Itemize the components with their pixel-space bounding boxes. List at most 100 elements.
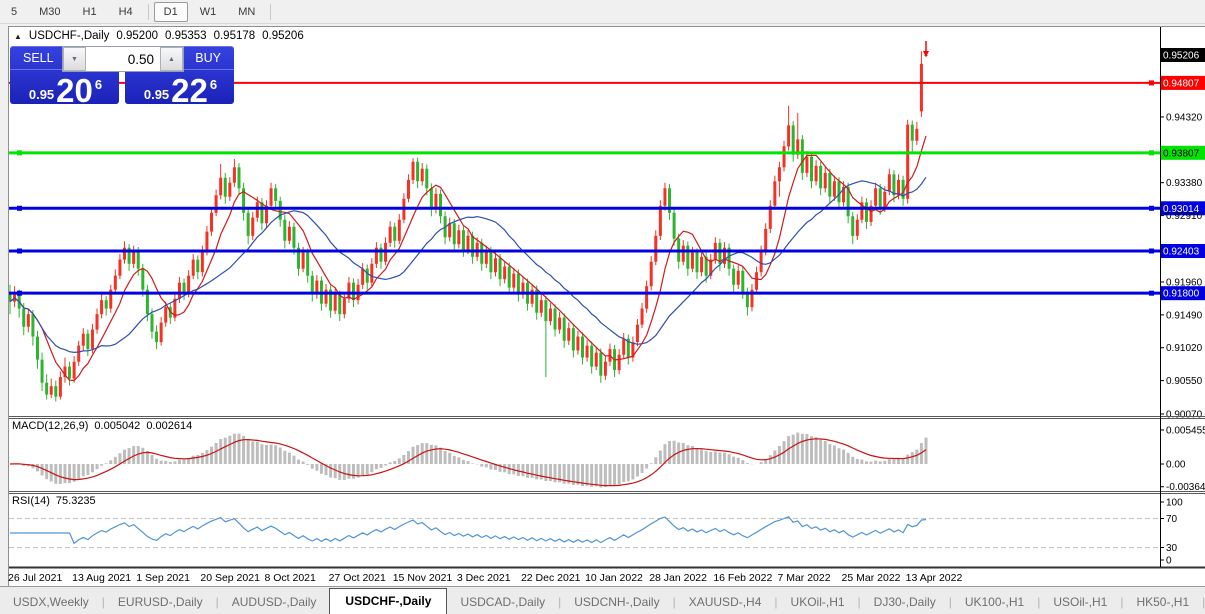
pane-borders: [8, 26, 1205, 586]
timeframe-M30[interactable]: M30: [39, 5, 61, 18]
horizontal-line-objects: 0.94807 0.93807 0.93014 0.92403 0.91800: [9, 75, 1205, 301]
volume-increase-button[interactable]: ▲: [160, 47, 183, 71]
volume-spinner: ▼ 0.50 ▲: [62, 46, 184, 72]
svg-text:0.92910: 0.92910: [1166, 211, 1203, 222]
rsi-label: RSI(14): [12, 495, 50, 507]
chart-title-row: ▲ USDCHF-,Daily 0.95200 0.95353 0.95178 …: [14, 30, 304, 42]
buy-label: BUY: [195, 50, 221, 65]
svg-text:25 Mar 2022: 25 Mar 2022: [842, 572, 901, 584]
tab-hk50-h1[interactable]: HK50-,H1: [1136, 595, 1190, 609]
svg-text:8 Oct 2021: 8 Oct 2021: [264, 572, 316, 584]
svg-text:7 Mar 2022: 7 Mar 2022: [777, 572, 830, 584]
rsi-indicator: 100 70 30 0: [9, 498, 1183, 567]
svg-text:0.91020: 0.91020: [1166, 343, 1203, 354]
tab-separator: |: [1202, 595, 1205, 609]
svg-text:0.91490: 0.91490: [1166, 310, 1203, 321]
tab-usdcad-daily[interactable]: USDCAD-,Daily: [460, 595, 546, 609]
ohlc-high: 0.95353: [165, 30, 207, 42]
sell-price-fraction: 6: [94, 77, 103, 92]
svg-text:0.93014: 0.93014: [1163, 204, 1200, 215]
macd-value-main: 0.005042: [94, 420, 141, 432]
svg-text:3 Dec 2021: 3 Dec 2021: [457, 572, 511, 584]
tab-usdchf-daily[interactable]: USDCHF-,Daily: [329, 588, 448, 614]
tab-usoil-h1[interactable]: USOil-,H1: [1053, 595, 1108, 609]
tab-separator: |: [101, 595, 105, 609]
tab-xauusd-h4[interactable]: XAUUSD-,H4: [688, 595, 762, 609]
svg-text:16 Feb 2022: 16 Feb 2022: [713, 572, 772, 584]
volume-input[interactable]: 0.50: [127, 51, 154, 67]
rsi-label-row: RSI(14) 75.3235: [12, 495, 96, 507]
tab-separator: |: [215, 595, 219, 609]
svg-text:0.00: 0.00: [1166, 460, 1186, 471]
svg-text:100: 100: [1166, 498, 1183, 509]
timeframe-H1[interactable]: H1: [82, 5, 97, 18]
collapse-panel-icon[interactable]: ▲: [14, 31, 22, 41]
date-axis: 26 Jul 2021 13 Aug 2021 1 Sep 2021 20 Sep 2…: [8, 572, 962, 584]
tab-uk100-h1[interactable]: UK100-,H1: [964, 595, 1025, 609]
chart-symbol-label: USDCHF-,Daily: [28, 30, 110, 42]
svg-text:30: 30: [1166, 543, 1178, 554]
svg-text:0.91800: 0.91800: [1163, 289, 1200, 300]
moving-average-lines: [9, 135, 927, 382]
buy-price-pips: 22: [171, 72, 208, 109]
sell-price-pips: 20: [56, 72, 93, 109]
buy-price-big-figure: 0.95: [143, 87, 170, 102]
ohlc-low: 0.95178: [213, 30, 256, 42]
rsi-value: 75.3235: [55, 495, 96, 507]
svg-text:0.90550: 0.90550: [1166, 376, 1203, 387]
chart-background: [8, 26, 1205, 586]
chevron-down-icon: ▼: [71, 55, 78, 63]
sell-arrow-icon: [923, 41, 929, 57]
timeframe-5[interactable]: 5: [11, 5, 18, 18]
macd-label-row: MACD(12,26,9) 0.005042 0.002614: [12, 420, 192, 432]
svg-text:0.90070: 0.90070: [1166, 410, 1203, 421]
macd-indicator: 0.005455 0.00 -0.003645: [9, 425, 1205, 493]
svg-text:0.93807: 0.93807: [1163, 148, 1200, 159]
tab-separator: |: [1120, 595, 1124, 609]
toolbar-separator: [270, 3, 272, 20]
ohlc-open: 0.95200: [116, 30, 158, 42]
svg-text:0.92403: 0.92403: [1163, 247, 1200, 258]
tab-eurusd-daily[interactable]: EURUSD-,Daily: [117, 595, 203, 609]
timeframe-H4[interactable]: H4: [118, 5, 133, 18]
macd-label: MACD(12,26,9): [12, 420, 89, 432]
macd-value-signal: 0.002614: [146, 420, 193, 432]
timeframe-MN[interactable]: MN: [238, 5, 256, 18]
svg-text:27 Oct 2021: 27 Oct 2021: [329, 572, 386, 584]
svg-text:0.005455: 0.005455: [1166, 425, 1205, 436]
tab-ukoil-h1[interactable]: UKOil-,H1: [790, 595, 845, 609]
sell-price-big-figure: 0.95: [28, 87, 55, 102]
buy-price: 0.95 22 6: [125, 70, 234, 107]
svg-text:0.94320: 0.94320: [1166, 112, 1203, 123]
tab-usdx-weekly[interactable]: USDX,Weekly: [13, 595, 89, 609]
toolbar-separator: [147, 3, 149, 20]
sell-price: 0.95 20 6: [10, 70, 119, 107]
tab-usdcnh-daily[interactable]: USDCNH-,Daily: [574, 595, 660, 609]
svg-text:1 Sep 2021: 1 Sep 2021: [136, 572, 190, 584]
svg-text:13 Apr 2022: 13 Apr 2022: [906, 572, 963, 584]
tab-separator: |: [948, 595, 952, 609]
chart-tabs-bar: USDX,Weekly | EURUSD-,Daily | AUDUSD-,Daily U…: [0, 586, 1205, 614]
svg-text:28 Jan 2022: 28 Jan 2022: [649, 572, 707, 584]
tab-separator: |: [672, 595, 676, 609]
svg-text:0.93380: 0.93380: [1166, 178, 1203, 189]
buy-price-fraction: 6: [209, 77, 218, 92]
tab-separator: |: [857, 595, 861, 609]
timeframe-D1[interactable]: D1: [153, 1, 188, 22]
svg-text:10 Jan 2022: 10 Jan 2022: [585, 572, 643, 584]
svg-text:0.95206: 0.95206: [1163, 51, 1200, 62]
tab-separator: |: [1037, 595, 1041, 609]
svg-text:-0.003645: -0.003645: [1166, 482, 1205, 493]
sell-label: SELL: [23, 50, 54, 65]
tab-dj30-daily[interactable]: DJ30-,Daily: [873, 595, 936, 609]
svg-text:15 Nov 2021: 15 Nov 2021: [393, 572, 453, 584]
current-price-badge: 0.95206: [1160, 48, 1205, 62]
svg-text:22 Dec 2021: 22 Dec 2021: [521, 572, 581, 584]
chart-canvas[interactable]: 0.948070.938070.930140.924030.918000.952…: [8, 26, 1205, 586]
svg-text:0.94807: 0.94807: [1163, 78, 1200, 89]
volume-decrease-button[interactable]: ▼: [63, 47, 86, 71]
timeframe-W1[interactable]: W1: [199, 5, 217, 18]
tab-audusd-daily[interactable]: AUDUSD-,Daily: [231, 595, 317, 609]
svg-text:70: 70: [1166, 514, 1178, 525]
